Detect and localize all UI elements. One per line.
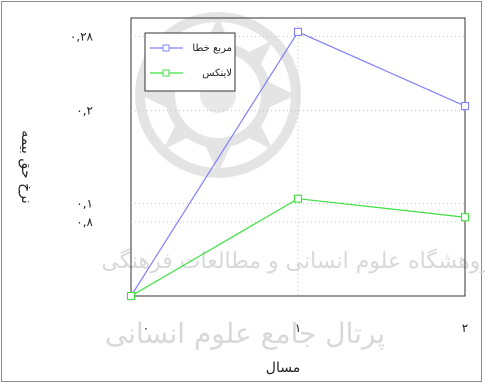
y-axis-label: نرخ حق بیمه	[18, 130, 34, 204]
watermark-text-1: پروهشگاه علوم انسانی و مطالعات فرهنگی	[101, 248, 485, 274]
x-tick-label: ۲	[462, 321, 468, 335]
y-tick-label: ۰,۲	[76, 104, 93, 118]
x-tick-label: ۱	[295, 321, 301, 335]
tick-labels: ۰ ۱ ۲ ۰,۸ ۰,۱ ۰,۲ ۰,۲۸	[70, 30, 468, 335]
x-tick-label: ۰	[143, 321, 149, 335]
legend-label: لاینکس	[202, 68, 232, 79]
legend-box	[144, 32, 236, 92]
data-point	[126, 291, 136, 301]
data-point	[293, 27, 303, 36]
y-tick-label: ۰,۸	[76, 215, 93, 229]
y-tick-label: ۰,۲۸	[70, 30, 94, 44]
y-tick-label: ۰,۱	[76, 196, 93, 210]
x-axis-label: مسال	[266, 360, 300, 376]
legend-swatch-marker	[162, 44, 170, 52]
legend-label: مربع خطا	[192, 43, 232, 54]
series-line-1	[130, 198, 466, 297]
series-group	[126, 27, 470, 301]
data-point	[460, 101, 470, 111]
data-point	[460, 213, 470, 222]
watermark-text-2: پرتال جامع علوم انسانی	[105, 317, 385, 350]
data-point	[293, 194, 303, 203]
legend-swatch-marker	[162, 69, 170, 77]
watermark: پروهشگاه علوم انسانی و مطالعات فرهنگی پر…	[101, 12, 485, 350]
legend: مربع خطا لاینکس	[144, 32, 236, 92]
